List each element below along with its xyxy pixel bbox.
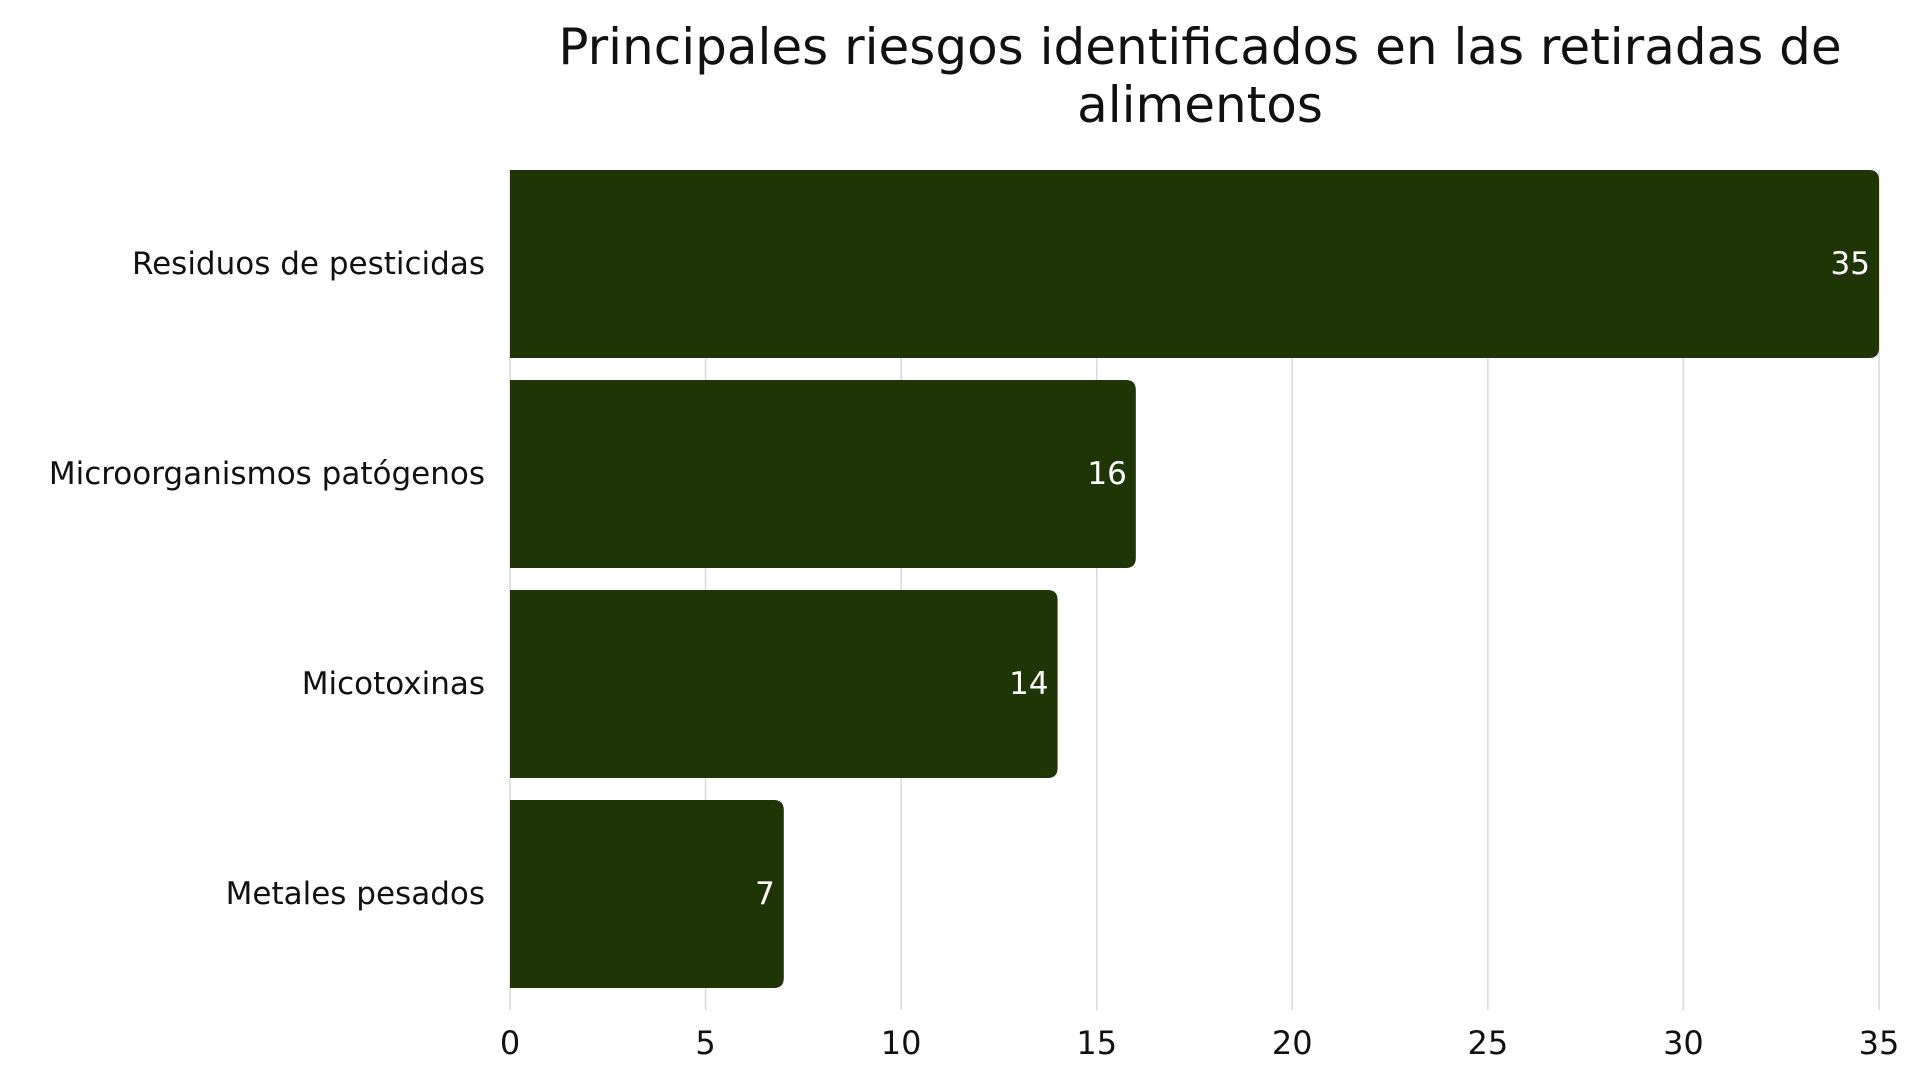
x-tick-label-6: 30	[1663, 1024, 1704, 1062]
bar-0	[510, 170, 1879, 358]
category-label-1: Microorganismos patógenos	[49, 456, 485, 492]
x-tick-label-2: 10	[881, 1024, 922, 1062]
x-axis-ticks: 0 5 10 15 20 25 30 35	[500, 1024, 1900, 1062]
bar-value-label-3: 7	[755, 876, 775, 912]
bar-value-label-1: 16	[1087, 456, 1126, 492]
x-tick-label-4: 20	[1272, 1024, 1313, 1062]
category-label-0: Residuos de pesticidas	[132, 246, 485, 282]
x-tick-label-7: 35	[1859, 1024, 1900, 1062]
category-label-2: Micotoxinas	[302, 666, 485, 702]
bar-1	[510, 380, 1136, 568]
category-label-3: Metales pesados	[226, 876, 485, 912]
x-tick-label-5: 25	[1467, 1024, 1508, 1062]
bar-3	[510, 800, 784, 988]
bar-value-label-0: 35	[1831, 246, 1870, 282]
x-tick-label-3: 15	[1076, 1024, 1117, 1062]
chart-title: Principales riesgos identificados en las…	[558, 18, 1842, 134]
bar-2	[510, 590, 1058, 778]
bar-value-label-2: 14	[1009, 666, 1048, 702]
bars: 35 16 14 7	[510, 170, 1879, 988]
category-labels: Residuos de pesticidas Microorganismos pa…	[49, 246, 485, 912]
x-tick-label-1: 5	[695, 1024, 715, 1062]
x-tick-label-0: 0	[500, 1024, 520, 1062]
